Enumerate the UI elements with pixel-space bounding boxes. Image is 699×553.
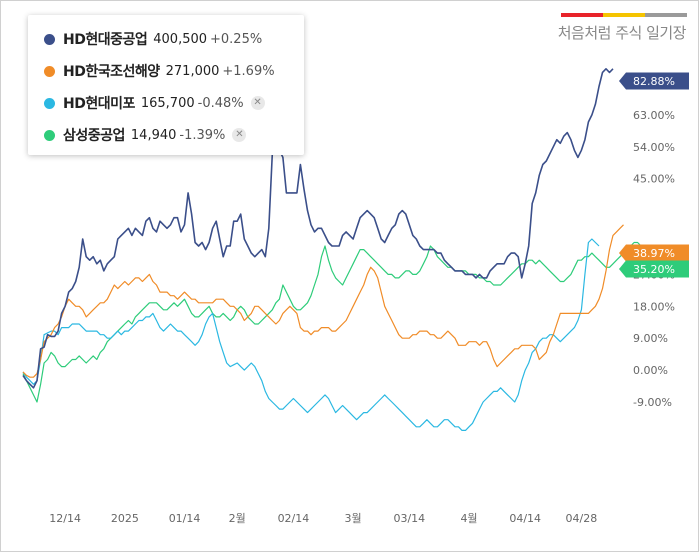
end-value-tag-shape bbox=[619, 72, 689, 90]
series-dot-icon bbox=[44, 97, 55, 109]
x-tick-label: 2025 bbox=[111, 512, 139, 525]
series-line bbox=[22, 241, 642, 403]
legend-name: HD현대미포 bbox=[63, 96, 135, 112]
remove-series-close-icon[interactable]: ✕ bbox=[232, 128, 247, 142]
x-tick-label: 01/14 bbox=[169, 512, 201, 525]
series-line bbox=[22, 238, 600, 431]
end-value-tag: 38.97% bbox=[619, 244, 689, 262]
x-tick-label: 03/14 bbox=[393, 512, 425, 525]
y-tick-label: 45.00% bbox=[633, 173, 675, 186]
legend-change: +1.69% bbox=[222, 63, 275, 79]
brand-text: 처음처럼 주식 일기장 bbox=[557, 24, 687, 42]
legend-change: +0.25% bbox=[210, 31, 263, 47]
end-value-label: 35.20% bbox=[633, 263, 675, 276]
remove-series-close-icon[interactable]: ✕ bbox=[250, 96, 265, 110]
legend-name: HD한국조선해양 bbox=[63, 64, 160, 80]
legend-name: 삼성중공업 bbox=[63, 128, 125, 144]
legend-item-hd-ksoe[interactable]: HD한국조선해양 271,000 +1.69% bbox=[44, 59, 275, 83]
y-tick-label: 18.00% bbox=[633, 300, 675, 313]
y-tick-label: 54.00% bbox=[633, 141, 675, 154]
brand-bar-yellow bbox=[603, 13, 645, 17]
legend-change: -1.39% bbox=[179, 127, 226, 143]
x-tick-label: 04/28 bbox=[566, 512, 598, 525]
legend-item-samsung-heavy[interactable]: 삼성중공업 14,940 -1.39% ✕ bbox=[44, 123, 247, 147]
x-tick-label: 2월 bbox=[229, 512, 246, 525]
end-value-tag-shape bbox=[619, 260, 689, 278]
y-tick-label: -9.00% bbox=[633, 396, 672, 409]
x-tick-label: 04/14 bbox=[509, 512, 541, 525]
legend-item-hd-heavy[interactable]: HD현대중공업 400,500 +0.25% bbox=[44, 27, 262, 51]
legend-price: 400,500 bbox=[153, 31, 208, 47]
legend-price: 165,700 bbox=[140, 95, 195, 111]
end-value-tag-shape bbox=[619, 244, 689, 262]
brand-bar-gray bbox=[645, 13, 687, 17]
end-value-label: 38.97% bbox=[633, 247, 675, 260]
legend-name: HD현대중공업 bbox=[63, 32, 148, 48]
end-value-tag: 82.88% bbox=[619, 72, 689, 90]
x-tick-label: 02/14 bbox=[278, 512, 310, 525]
legend-item-hd-mipo[interactable]: HD현대미포 165,700 -0.48% ✕ bbox=[44, 91, 265, 115]
y-tick-label: 9.00% bbox=[633, 332, 668, 345]
x-tick-label: 4월 bbox=[460, 512, 477, 525]
series-dot-icon bbox=[44, 65, 55, 77]
series-dot-icon bbox=[44, 33, 55, 45]
y-tick-label: 63.00% bbox=[633, 109, 675, 122]
series-line bbox=[22, 68, 614, 389]
end-value-tag: 35.20% bbox=[619, 260, 689, 278]
series-line bbox=[22, 224, 624, 378]
legend-price: 14,940 bbox=[130, 127, 177, 143]
legend-price: 271,000 bbox=[165, 63, 220, 79]
brand-bar-red bbox=[561, 13, 603, 17]
legend-box: HD현대중공업 400,500 +0.25% HD한국조선해양 271,000 … bbox=[28, 15, 304, 155]
y-tick-label: 0.00% bbox=[633, 364, 668, 377]
x-tick-label: 3월 bbox=[345, 512, 362, 525]
series-dot-icon bbox=[44, 129, 55, 141]
legend-change: -0.48% bbox=[197, 95, 244, 111]
x-tick-label: 12/14 bbox=[49, 512, 81, 525]
end-value-label: 82.88% bbox=[633, 75, 675, 88]
